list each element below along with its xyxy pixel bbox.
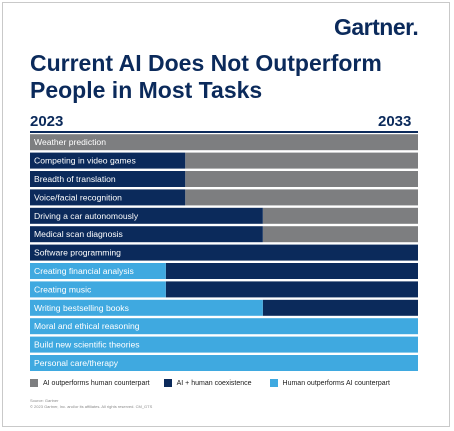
category-label-breadth-of-translation: Breadth of translation [34, 174, 116, 184]
bar-competing-in-video-games-ai-outperforms [185, 152, 418, 169]
logo-text: Gartner [334, 14, 413, 40]
legend: AI outperforms human counterpart AI + hu… [30, 379, 430, 387]
category-label-weather-prediction: Weather prediction [34, 137, 106, 147]
category-label-competing-in-video-games: Competing in video games [34, 156, 136, 166]
category-label-driving-a-car-autonomously: Driving a car autonomously [34, 211, 139, 221]
end-year-label: 2033 [378, 113, 412, 130]
bar-creating-financial-analysis-human-outperforms [30, 263, 166, 279]
bar-moral-and-ethical-reasoning-human-outperforms [30, 318, 418, 335]
bar-creating-financial-analysis-coexistence [165, 263, 418, 279]
category-label-creating-financial-analysis: Creating financial analysis [34, 266, 134, 276]
category-label-moral-and-ethical-reasoning: Moral and ethical reasoning [34, 321, 140, 331]
category-label-medical-scan-diagnosis: Medical scan diagnosis [34, 229, 123, 239]
legend-label-human-outperforms: Human outperforms AI counterpart [282, 379, 390, 387]
category-label-personal-care-therapy: Personal care/therapy [34, 358, 119, 368]
bar-writing-bestselling-books-coexistence [262, 299, 418, 316]
bar-writing-bestselling-books-human-outperforms [30, 299, 263, 316]
start-year-label: 2023 [30, 113, 64, 130]
bar-driving-a-car-autonomously-coexistence [30, 207, 263, 224]
footer: Source: Gartner © 2023 Gartner, Inc. and… [30, 398, 152, 410]
category-label-writing-bestselling-books: Writing bestselling books [34, 303, 129, 313]
category-label-voice-facial-recognition: Voice/facial recognition [34, 192, 122, 202]
footer-copyright: © 2023 Gartner, Inc. and/or its affiliat… [30, 404, 153, 409]
footer-source: Source: Gartner [30, 398, 59, 403]
category-label-creating-music: Creating music [34, 284, 92, 294]
bar-medical-scan-diagnosis-ai-outperforms [262, 226, 418, 243]
legend-item-human-outperforms: Human outperforms AI counterpart [269, 379, 390, 387]
legend-swatch-human-outperforms [269, 379, 278, 387]
bar-voice-facial-recognition-coexistence [30, 189, 186, 206]
bar-creating-music-human-outperforms [30, 281, 166, 298]
legend-label-coexistence: AI + human coexistence [176, 379, 252, 387]
legend-item-ai-outperforms: AI outperforms human counterpart [30, 379, 150, 387]
chart-title: Current AI Does Not Outperform People in… [30, 50, 382, 103]
legend-label-ai-outperforms: AI outperforms human counterpart [43, 379, 150, 387]
bar-personal-care-therapy-human-outperforms [30, 355, 418, 371]
bar-software-programming-coexistence [30, 244, 418, 261]
legend-item-coexistence: AI + human coexistence [163, 379, 252, 387]
category-label-build-new-scientific-theories: Build new scientific theories [34, 340, 140, 350]
category-label-software-programming: Software programming [34, 248, 121, 258]
bar-breadth-of-translation-coexistence [30, 171, 186, 187]
bar-weather-prediction-ai-outperforms [30, 134, 418, 151]
legend-swatch-coexistence [163, 379, 172, 387]
bar-driving-a-car-autonomously-ai-outperforms [262, 207, 418, 224]
bar-chart: Weather prediction Competing in video gam… [30, 134, 418, 371]
bar-creating-music-coexistence [165, 281, 418, 298]
bar-build-new-scientific-theories-human-outperforms [30, 336, 418, 353]
logo-dot: . [412, 14, 419, 40]
legend-swatch-ai-outperforms [30, 379, 38, 387]
bar-voice-facial-recognition-ai-outperforms [185, 189, 418, 206]
timeline-axis-line [30, 131, 418, 133]
bar-breadth-of-translation-ai-outperforms [185, 171, 418, 187]
bar-competing-in-video-games-coexistence [30, 152, 186, 169]
bar-medical-scan-diagnosis-coexistence [30, 226, 263, 243]
gartner-logo: Gartner. [334, 14, 419, 41]
